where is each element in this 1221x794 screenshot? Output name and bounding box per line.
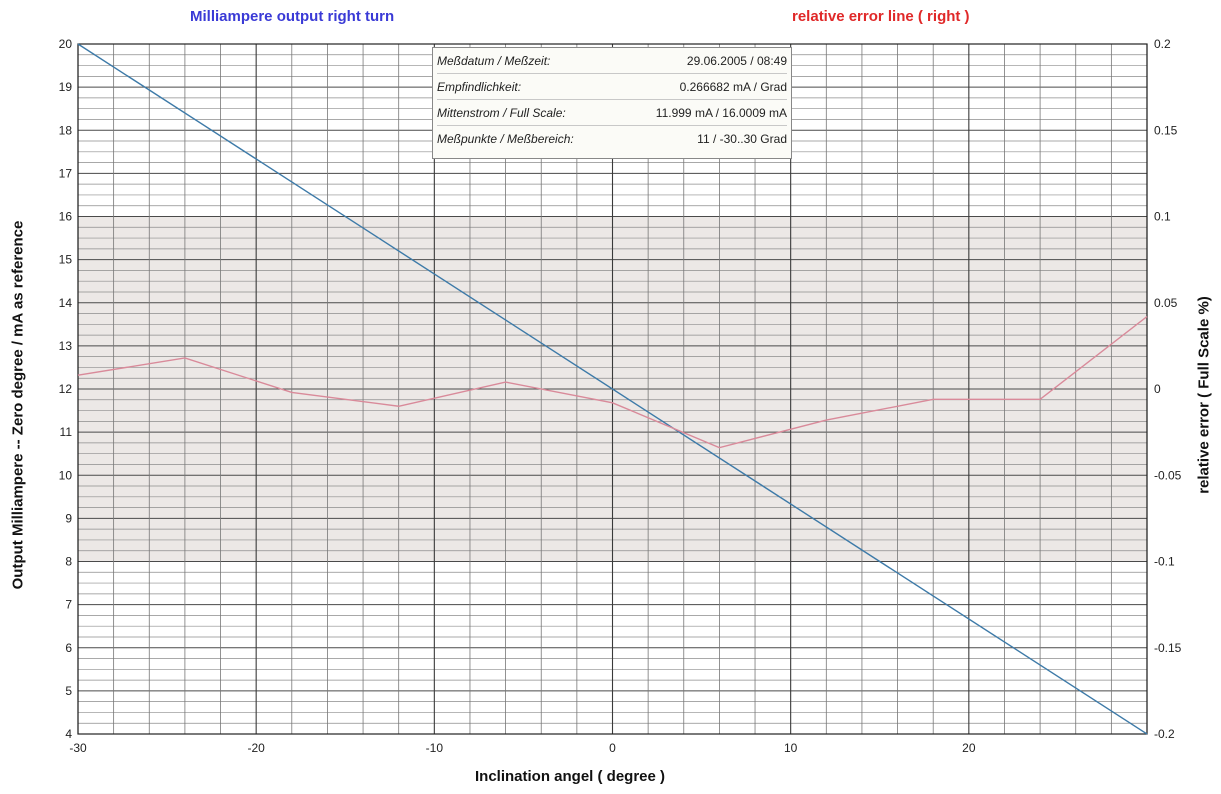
y-axis-label-right: relative error ( Full Scale %) [1195,296,1213,494]
y-tick-label: 7 [65,598,72,612]
x-axis-label: Inclination angel ( degree ) [475,768,666,785]
series-line-milliampere [77,43,1148,735]
chart-title-left: Milliampere output right turn [190,8,395,25]
y2-tick-label: 0.05 [1154,296,1178,310]
y2-tick-label: 0 [1154,382,1161,396]
y-tick-label: 16 [59,210,73,224]
y-tick-label: 12 [59,382,73,396]
info-key: Meßdatum / Meßzeit: [437,53,551,68]
series-line-relative-error [77,315,1148,449]
x-tick-label: 10 [784,741,798,755]
info-value: 11 / -30..30 Grad [697,131,787,146]
y2-tick-label: -0.2 [1154,727,1175,741]
y-tick-label: 10 [59,468,73,482]
info-value: 11.999 mA / 16.0009 mA [655,105,787,120]
x-tick-label: -30 [69,741,87,755]
y-tick-label: 11 [60,425,73,439]
y-tick-label: 14 [59,296,73,310]
y2-tick-label: -0.05 [1154,468,1182,482]
y-tick-label: 17 [59,166,73,180]
info-key: Mittenstrom / Full Scale: [437,105,566,120]
plot-frame [77,43,1148,735]
x-tick-label: -10 [426,741,444,755]
info-row: Meßdatum / Meßzeit: 29.06.2005 / 08:49 [437,48,787,74]
y-tick-label: 20 [59,37,73,51]
x-tick-label: -20 [247,741,265,755]
y-tick-label: 9 [65,511,72,525]
y-tick-label: 5 [65,684,72,698]
x-tick-label: 20 [962,741,976,755]
info-value: 29.06.2005 / 08:49 [686,53,787,68]
info-key: Meßpunkte / Meßbereich: [437,131,574,146]
y-tick-label: 4 [65,727,72,741]
info-row: Meßpunkte / Meßbereich: 11 / -30..30 Gra… [437,126,787,151]
info-row: Empfindlichkeit: 0.266682 mA / Grad [437,74,787,100]
info-value: 0.266682 mA / Grad [679,79,787,94]
info-row: Mittenstrom / Full Scale: 11.999 mA / 16… [437,100,787,126]
y-tick-label: 8 [65,555,72,569]
y2-tick-label: 0.2 [1154,37,1171,51]
info-key: Empfindlichkeit: [437,79,522,94]
y-tick-label: 6 [65,641,72,655]
y2-tick-label: -0.15 [1154,641,1182,655]
y-tick-label: 13 [59,339,73,353]
y-tick-label: 19 [59,80,73,94]
y2-tick-label: -0.1 [1154,555,1175,569]
y2-tick-label: 0.1 [1154,210,1171,224]
y-axis-label-left: Output Milliampere -- Zero degree / mA a… [9,220,27,590]
info-box: Meßdatum / Meßzeit: 29.06.2005 / 08:49 E… [432,47,792,159]
y-tick-label: 15 [59,253,73,267]
y2-tick-label: 0.15 [1154,123,1178,137]
chart-title-right: relative error line ( right ) [792,8,970,25]
x-tick-label: 0 [609,741,616,755]
y-tick-label: 18 [59,123,73,137]
